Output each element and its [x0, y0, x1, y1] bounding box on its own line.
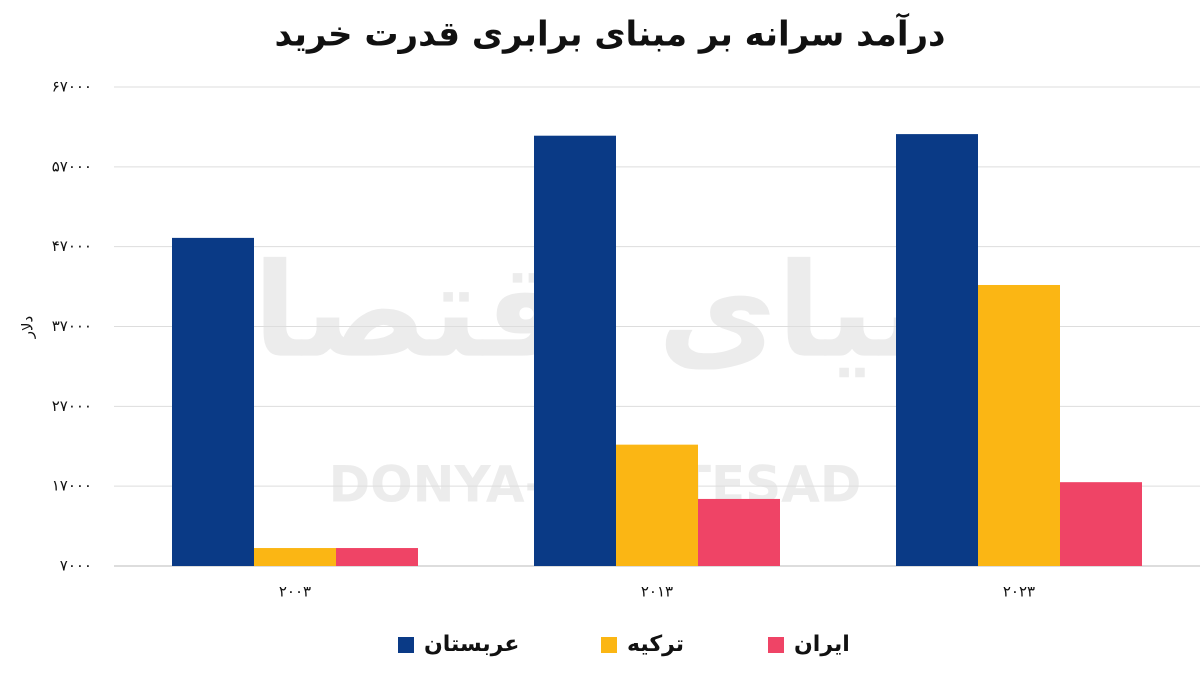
x-tick-label: ۲۰۱۳	[641, 583, 673, 601]
bar	[698, 498, 780, 566]
bar	[978, 284, 1060, 566]
bar	[1060, 482, 1142, 566]
y-tick-label: ۱۷۰۰۰	[52, 477, 92, 495]
chart-title: درآمد سرانه بر مبنای برابری قدرت خرید	[274, 13, 945, 55]
x-tick-label: ۲۰۲۳	[1003, 583, 1035, 601]
legend-swatch	[601, 637, 617, 653]
x-tick-label: ۲۰۰۳	[279, 583, 311, 601]
bar	[616, 444, 698, 566]
y-tick-label: ۷۰۰۰	[60, 557, 92, 575]
legend-label: ترکیه	[627, 632, 684, 657]
y-axis-label: دلار	[19, 316, 37, 339]
legend-swatch	[768, 637, 784, 653]
bar	[336, 548, 418, 566]
y-tick-label: ۵۷۰۰۰	[52, 157, 92, 175]
bar	[172, 237, 254, 566]
y-tick-label: ۳۷۰۰۰	[52, 317, 92, 335]
bar	[534, 135, 616, 566]
y-tick-label: ۶۷۰۰۰	[52, 78, 92, 96]
bar	[254, 548, 336, 566]
legend-label: ایران	[794, 632, 850, 657]
legend-label: عربستان	[424, 632, 519, 657]
legend-swatch	[398, 637, 414, 653]
y-tick-label: ۲۷۰۰۰	[52, 397, 92, 415]
bar	[896, 134, 978, 566]
y-tick-label: ۴۷۰۰۰	[52, 237, 92, 255]
